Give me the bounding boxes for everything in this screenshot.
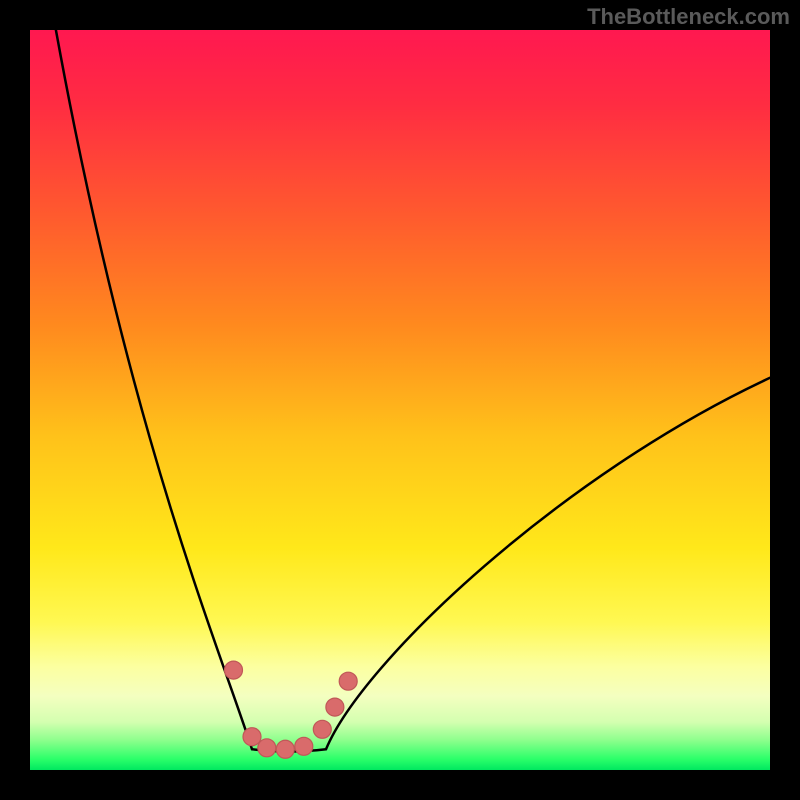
chart-container: TheBottleneck.com	[0, 0, 800, 800]
data-marker	[295, 737, 313, 755]
data-marker	[339, 672, 357, 690]
data-marker	[276, 740, 294, 758]
bottleneck-curve-chart	[0, 0, 800, 800]
plot-background	[30, 30, 770, 770]
data-marker	[258, 739, 276, 757]
data-marker	[313, 720, 331, 738]
data-marker	[225, 661, 243, 679]
data-marker	[326, 698, 344, 716]
data-marker	[243, 728, 261, 746]
watermark-text: TheBottleneck.com	[587, 4, 790, 30]
